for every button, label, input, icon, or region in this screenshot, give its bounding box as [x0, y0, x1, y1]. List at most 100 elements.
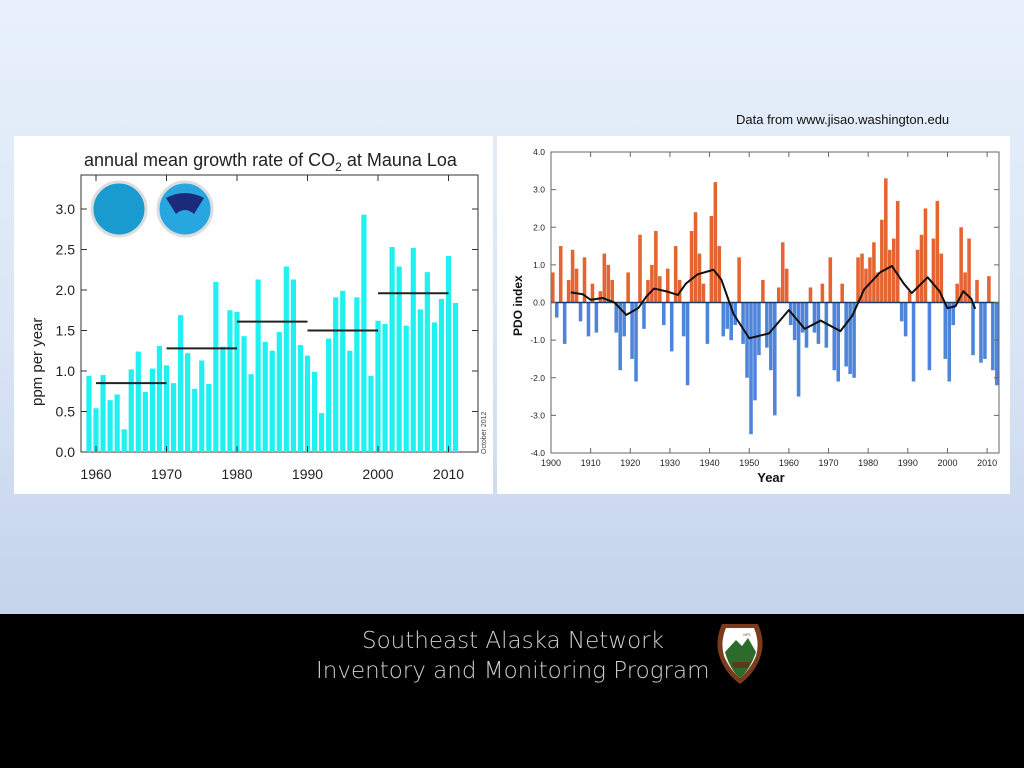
y-tick-label: -2.0	[530, 373, 545, 383]
pdo-negative-bar	[773, 302, 777, 416]
pdo-positive-bar	[646, 279, 650, 303]
co2-bar	[269, 350, 275, 452]
pdo-negative-bar	[630, 302, 634, 359]
y-tick-label: -1.0	[530, 335, 545, 345]
co2-bar	[199, 360, 205, 452]
pdo-positive-bar	[939, 253, 944, 303]
y-tick-label: 2.0	[533, 222, 545, 232]
y-tick-label: 3.0	[56, 201, 76, 217]
pdo-positive-bar	[610, 279, 615, 303]
pdo-negative-bar	[614, 302, 619, 333]
pdo-positive-bar	[582, 257, 587, 303]
pdo-positive-bar	[887, 249, 892, 303]
pdo-negative-bar	[765, 302, 769, 348]
pdo-negative-bar	[578, 302, 583, 322]
pdo-positive-bar	[907, 291, 912, 303]
noaa-logos	[90, 180, 214, 238]
co2-bar	[248, 374, 254, 452]
pdo-positive-bar	[884, 178, 888, 303]
pdo-positive-bar	[840, 283, 844, 303]
pdo-negative-bar	[844, 302, 848, 367]
pdo-negative-bar	[852, 302, 856, 378]
co2-bar	[319, 413, 325, 452]
y-axis-label: ppm per year	[29, 318, 46, 406]
x-tick-label: 2010	[977, 458, 997, 468]
pdo-positive-bar	[967, 238, 971, 303]
pdo-negative-bar	[733, 302, 737, 326]
co2-bar	[192, 388, 198, 452]
x-tick-label: 1930	[660, 458, 680, 468]
pdo-negative-bar	[622, 302, 626, 337]
pdo-positive-bar	[784, 268, 789, 303]
co2-bar	[368, 375, 374, 452]
pdo-negative-bar	[911, 302, 916, 382]
co2-bar	[424, 272, 430, 452]
co2-bar	[452, 302, 459, 452]
pdo-negative-bar	[991, 302, 995, 371]
pdo-positive-bar	[737, 257, 741, 303]
pdo-negative-bar	[729, 302, 733, 341]
y-tick-label: 0.0	[533, 298, 545, 308]
co2-bar	[347, 350, 353, 452]
pdo-negative-bar	[951, 302, 955, 326]
co2-bar	[431, 322, 437, 452]
pdo-negative-bar	[995, 302, 999, 386]
pdo-positive-bar	[697, 253, 702, 303]
pdo-negative-bar	[662, 302, 666, 326]
co2-growth-chart: annual mean growth rate of CO2 at Mauna …	[29, 150, 488, 482]
pdo-positive-bar	[761, 279, 765, 303]
x-tick-label: 1980	[858, 458, 878, 468]
pdo-positive-bar	[935, 200, 940, 303]
co2-bar	[170, 383, 177, 452]
pdo-positive-bar	[665, 268, 670, 303]
x-tick-label: 1980	[221, 466, 252, 482]
pdo-positive-bar	[570, 249, 575, 303]
co2-bar	[304, 355, 311, 452]
footer: Southeast Alaska Network Inventory and M…	[0, 614, 1024, 768]
date-note: October 2012	[481, 411, 488, 454]
co2-bar	[121, 429, 127, 452]
pdo-negative-bar	[824, 302, 829, 348]
pdo-positive-bar	[856, 257, 860, 303]
x-tick-label: 1990	[898, 458, 918, 468]
co2-bar	[311, 371, 318, 452]
pdo-negative-bar	[586, 302, 591, 337]
pdo-index-chart: PDO index Year 4.0 3.0 2.0 1.0 0.0 -1.0 -2.0 -3…	[511, 147, 1000, 485]
pdo-negative-bar	[749, 302, 753, 435]
pdo-positive-bar	[558, 246, 563, 303]
pdo-negative-bar	[792, 302, 797, 341]
pdo-negative-bar	[812, 302, 817, 333]
pdo-positive-bar	[654, 231, 658, 303]
pdo-negative-bar	[685, 302, 690, 386]
x-tick-label: 1960	[80, 466, 111, 482]
x-tick-label: 1990	[292, 466, 323, 482]
pdo-positive-bar	[828, 257, 833, 303]
pdo-negative-bar	[971, 302, 975, 356]
co2-bar	[340, 290, 346, 452]
pdo-negative-bar	[618, 302, 622, 371]
esrl-logo-icon	[90, 180, 148, 238]
pdo-negative-bar	[757, 302, 761, 356]
x-tick-label: 1970	[151, 466, 182, 482]
co2-bar	[114, 394, 120, 452]
pdo-negative-bar	[800, 302, 805, 333]
pdo-negative-bar	[753, 302, 757, 401]
pdo-negative-bar	[983, 302, 987, 359]
pdo-positive-bar	[701, 283, 706, 303]
pdo-negative-bar	[899, 302, 904, 322]
pdo-positive-bar	[987, 276, 991, 303]
co2-bar	[290, 279, 296, 452]
pdo-negative-bar	[554, 302, 559, 318]
x-tick-label: 1920	[620, 458, 640, 468]
pdo-positive-bar	[975, 279, 979, 303]
nps-arrowhead-logo-icon: NPS	[717, 624, 763, 684]
y-tick-label: 1.5	[56, 323, 76, 339]
pdo-positive-bar	[606, 264, 611, 303]
co2-bar	[185, 353, 191, 452]
co2-bar	[149, 368, 155, 452]
pdo-positive-bar	[650, 264, 654, 303]
co2-bar	[445, 255, 452, 452]
pdo-positive-bar	[626, 272, 630, 303]
pdo-positive-bar	[880, 219, 884, 303]
pdo-negative-bar	[979, 302, 983, 363]
